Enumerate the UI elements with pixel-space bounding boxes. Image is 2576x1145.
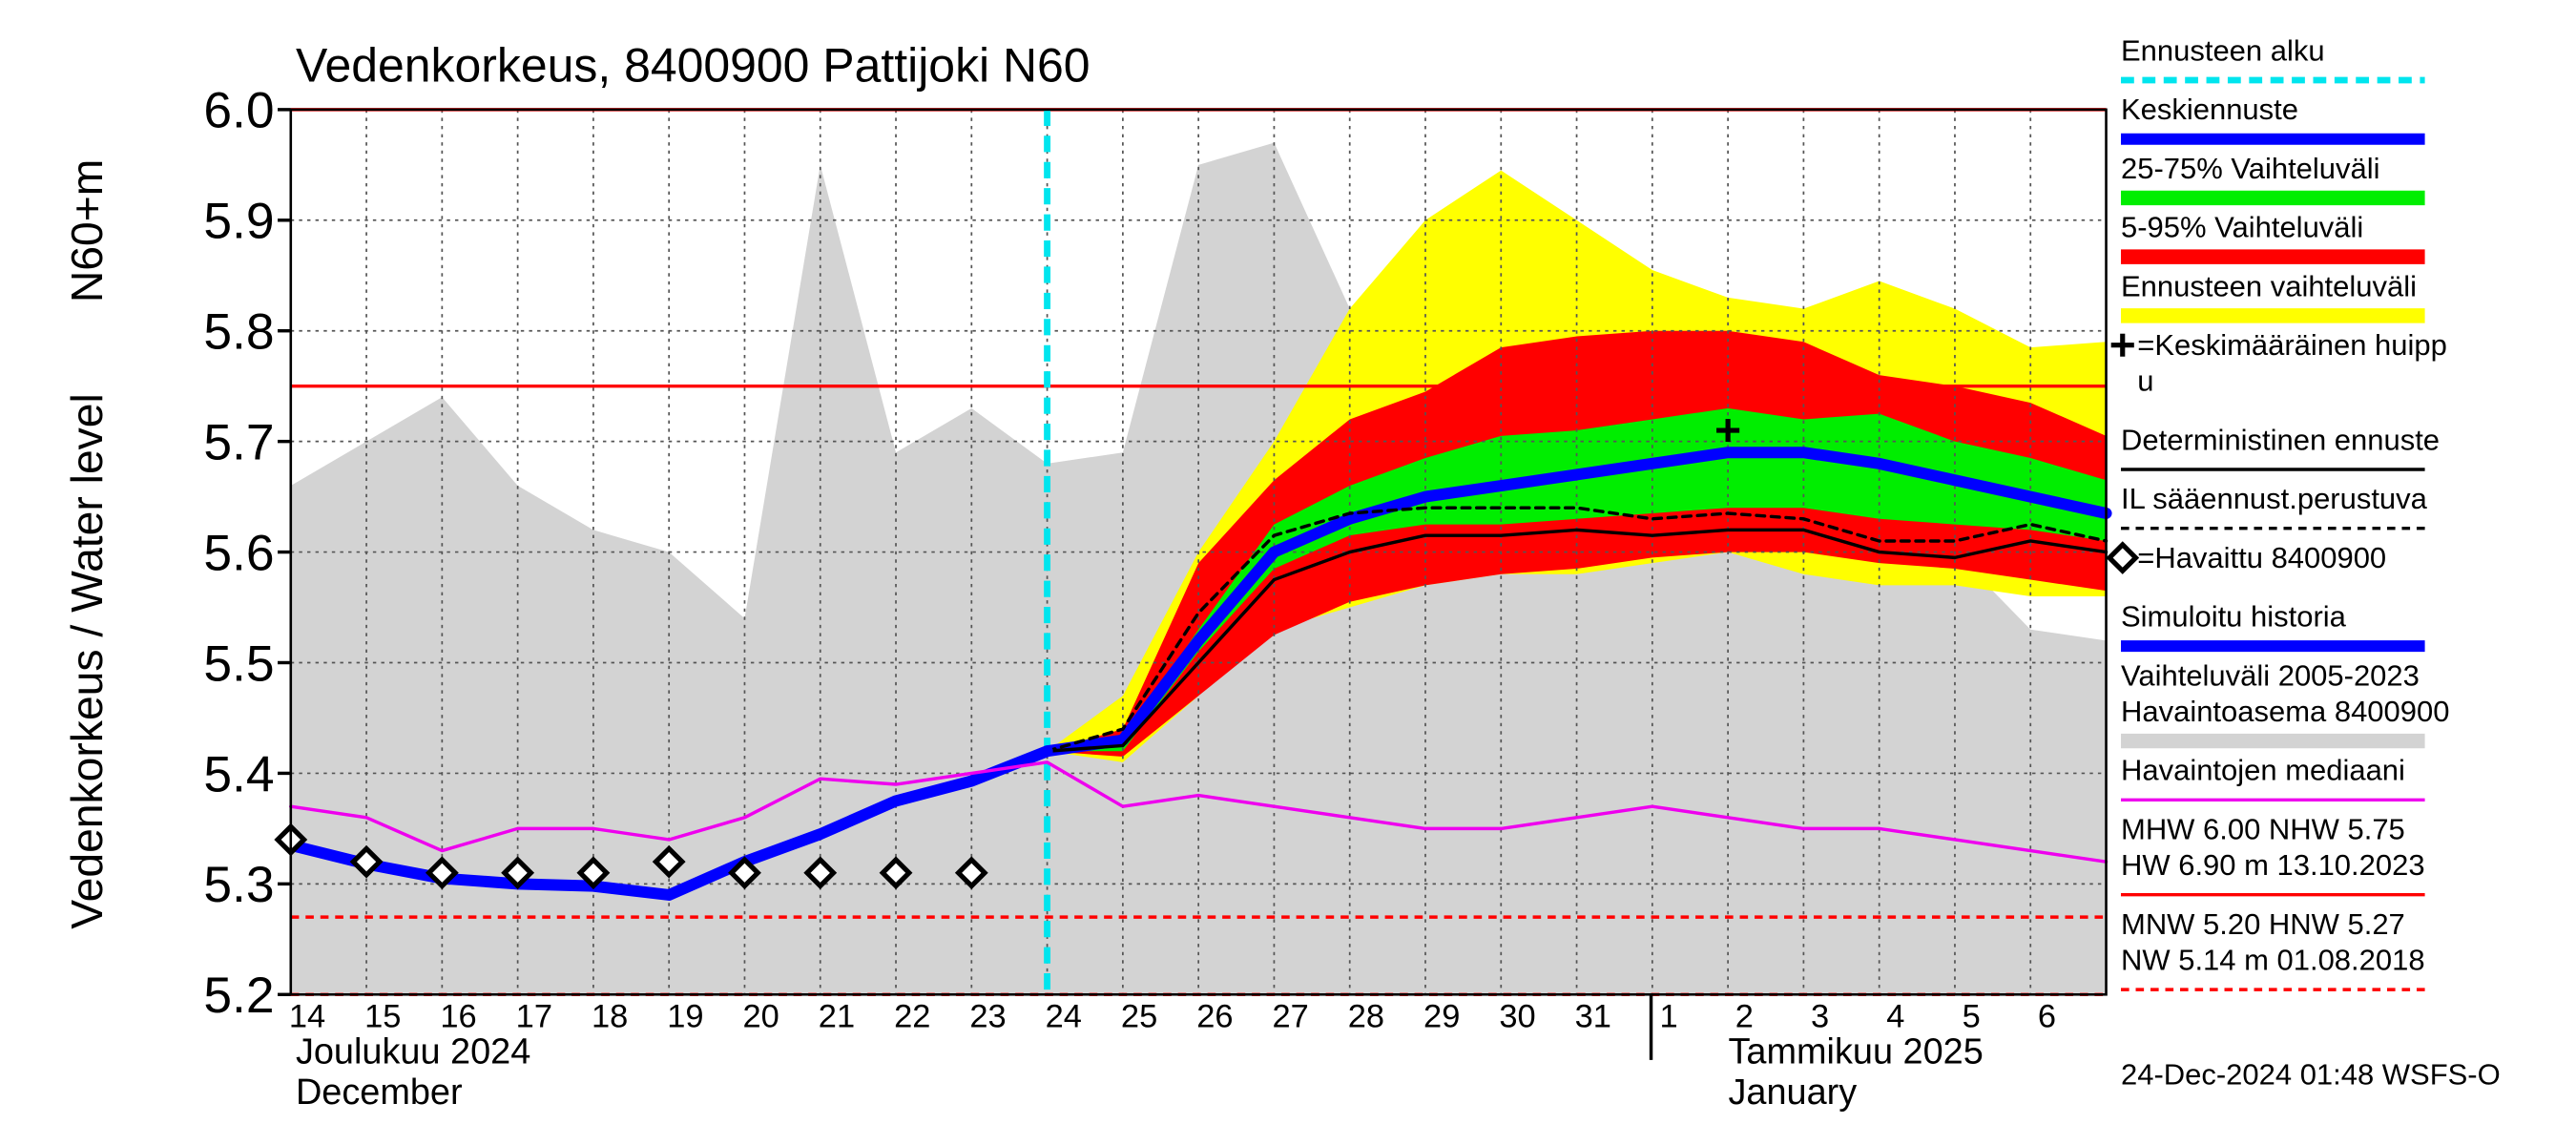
- legend-label: Vaihteluväli 2005-2023: [2121, 658, 2420, 692]
- forecast-band: [1047, 407, 2107, 752]
- y-tick-label: 5.2: [203, 968, 274, 1024]
- x-tick-label: 6: [2038, 999, 2056, 1035]
- y-tick-label: 6.0: [203, 83, 274, 139]
- legend-label: =Keskimääräinen huipp: [2137, 328, 2447, 362]
- observed-marker: [501, 856, 535, 890]
- peak-marker: [1716, 419, 1740, 443]
- legend-label: MHW 6.00 NHW 5.75: [2121, 812, 2405, 845]
- x-tick-label: 18: [592, 999, 628, 1035]
- x-tick-label: 17: [516, 999, 552, 1035]
- plot-border: [289, 108, 2108, 996]
- x-tick-label: 25: [1121, 999, 1157, 1035]
- observed-marker: [349, 844, 384, 879]
- x-tick-label: 2: [1735, 999, 1754, 1035]
- legend-label: Keskiennuste: [2121, 93, 2298, 126]
- legend-label: IL sääennust.perustuva: [2121, 482, 2428, 515]
- y-tick-label: 5.4: [203, 746, 274, 802]
- y-tick-label: 5.9: [203, 194, 274, 250]
- y-tick-label: 5.8: [203, 304, 274, 361]
- timestamp: 24-Dec-2024 01:48 WSFS-O: [2121, 1058, 2501, 1092]
- month-label: January: [1728, 1072, 1857, 1113]
- y-tick-label: 5.3: [203, 857, 274, 913]
- y-axis-unit: N60+m: [62, 159, 112, 302]
- x-tick-label: 28: [1348, 999, 1384, 1035]
- x-tick-label: 3: [1811, 999, 1829, 1035]
- legend-label: Simuloitu historia: [2121, 600, 2347, 634]
- x-tick-label: 26: [1196, 999, 1233, 1035]
- series-line: [1045, 506, 2109, 753]
- x-tick-label: 5: [1963, 999, 1981, 1035]
- x-tick-label: 22: [894, 999, 930, 1035]
- legend-label: NW 5.14 m 01.08.2018: [2121, 944, 2425, 977]
- observed-marker: [954, 856, 988, 890]
- legend-label: Deterministinen ennuste: [2121, 423, 2440, 456]
- series-line: [1045, 528, 2109, 753]
- legend-label: =Havaittu 8400900: [2137, 541, 2386, 574]
- x-tick-label: 30: [1499, 999, 1535, 1035]
- observed-marker: [879, 856, 913, 890]
- x-tick-label: 15: [364, 999, 401, 1035]
- x-tick-label: 21: [819, 999, 855, 1035]
- y-tick-label: 5.7: [203, 415, 274, 471]
- peak-marker: [2110, 333, 2134, 357]
- series-line: [1041, 447, 2112, 758]
- observed-marker: [2106, 541, 2140, 574]
- series-line: [289, 760, 2109, 864]
- x-tick-label: 1: [1659, 999, 1677, 1035]
- x-tick-label: 27: [1273, 999, 1309, 1035]
- observed-marker: [576, 856, 611, 890]
- legend-label: Ennusteen vaihteluväli: [2121, 269, 2417, 302]
- x-tick-label: 23: [969, 999, 1006, 1035]
- x-tick-label: 19: [667, 999, 703, 1035]
- y-axis-label: Vedenkorkeus / Water level: [62, 393, 112, 929]
- series-line: [284, 745, 1053, 901]
- x-tick-label: 29: [1423, 999, 1460, 1035]
- legend-label: Havaintojen mediaani: [2121, 754, 2405, 787]
- legend-label: Havaintoasema 8400900: [2121, 695, 2449, 728]
- legend-label: u: [2137, 364, 2153, 398]
- legend-label: 5-95% Vaihteluväli: [2121, 211, 2363, 244]
- month-label: Tammikuu 2025: [1728, 1031, 1983, 1072]
- observed-marker: [425, 856, 459, 890]
- x-tick-label: 24: [1046, 999, 1082, 1035]
- y-tick-label: 5.5: [203, 635, 274, 692]
- month-label: Joulukuu 2024: [296, 1031, 530, 1072]
- y-tick-label: 5.6: [203, 526, 274, 582]
- x-tick-label: 20: [743, 999, 779, 1035]
- plot: 5.25.35.45.55.65.75.85.96.014 15 16 17 18 19 2…: [203, 83, 2112, 1035]
- x-tick-label: 14: [289, 999, 325, 1035]
- legend-label: 25-75% Vaihteluväli: [2121, 152, 2379, 185]
- chart-title: Vedenkorkeus, 8400900 Pattijoki N60: [296, 39, 1091, 93]
- x-tick-label: 4: [1886, 999, 1904, 1035]
- x-tick-label: 16: [440, 999, 476, 1035]
- observed-marker: [728, 856, 761, 890]
- x-tick-label: 31: [1575, 999, 1611, 1035]
- observed-marker: [803, 856, 838, 890]
- observed-marker: [652, 844, 686, 879]
- legend-label: HW 6.90 m 13.10.2023: [2121, 848, 2425, 882]
- legend-label: MNW 5.20 HNW 5.27: [2121, 907, 2405, 941]
- month-label: December: [296, 1072, 463, 1113]
- legend-label: Ennusteen alku: [2121, 33, 2325, 67]
